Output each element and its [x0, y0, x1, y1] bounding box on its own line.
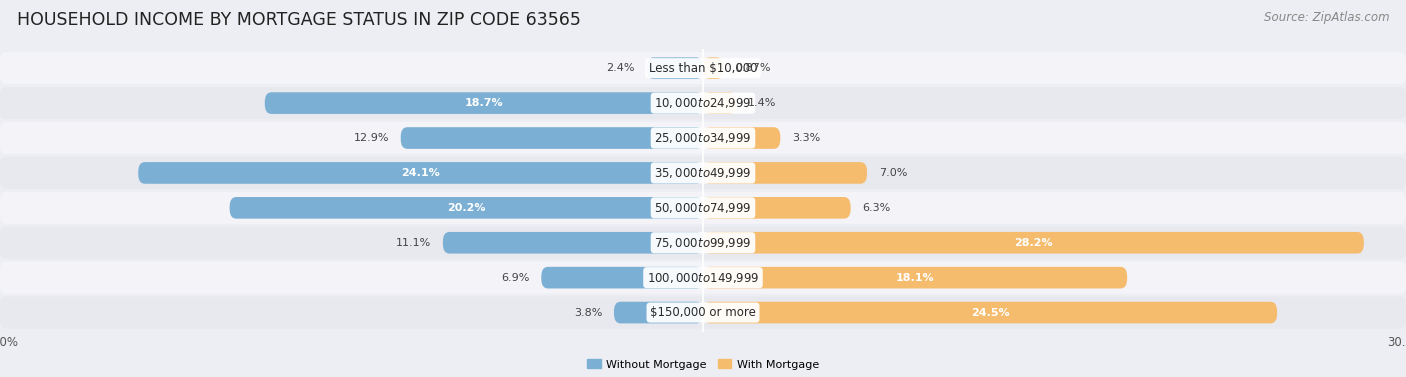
Text: 28.2%: 28.2%: [1014, 238, 1053, 248]
Text: $50,000 to $74,999: $50,000 to $74,999: [654, 201, 752, 215]
Text: Source: ZipAtlas.com: Source: ZipAtlas.com: [1264, 11, 1389, 24]
FancyBboxPatch shape: [0, 122, 1406, 154]
Text: Less than $10,000: Less than $10,000: [648, 62, 758, 75]
FancyBboxPatch shape: [0, 87, 1406, 119]
Text: $25,000 to $34,999: $25,000 to $34,999: [654, 131, 752, 145]
FancyBboxPatch shape: [703, 267, 1128, 288]
Text: $10,000 to $24,999: $10,000 to $24,999: [654, 96, 752, 110]
FancyBboxPatch shape: [703, 302, 1277, 323]
Text: 7.0%: 7.0%: [879, 168, 907, 178]
Text: HOUSEHOLD INCOME BY MORTGAGE STATUS IN ZIP CODE 63565: HOUSEHOLD INCOME BY MORTGAGE STATUS IN Z…: [17, 11, 581, 29]
Legend: Without Mortgage, With Mortgage: Without Mortgage, With Mortgage: [588, 359, 818, 369]
FancyBboxPatch shape: [443, 232, 703, 254]
FancyBboxPatch shape: [0, 296, 1406, 329]
Text: $100,000 to $149,999: $100,000 to $149,999: [647, 271, 759, 285]
FancyBboxPatch shape: [703, 57, 723, 79]
FancyBboxPatch shape: [703, 232, 1364, 254]
FancyBboxPatch shape: [229, 197, 703, 219]
FancyBboxPatch shape: [138, 162, 703, 184]
FancyBboxPatch shape: [401, 127, 703, 149]
FancyBboxPatch shape: [703, 127, 780, 149]
Text: 20.2%: 20.2%: [447, 203, 485, 213]
Text: 11.1%: 11.1%: [396, 238, 432, 248]
Text: 3.3%: 3.3%: [792, 133, 820, 143]
Text: 24.1%: 24.1%: [401, 168, 440, 178]
Text: 18.7%: 18.7%: [464, 98, 503, 108]
Text: $150,000 or more: $150,000 or more: [650, 306, 756, 319]
Text: $75,000 to $99,999: $75,000 to $99,999: [654, 236, 752, 250]
Text: 12.9%: 12.9%: [353, 133, 389, 143]
FancyBboxPatch shape: [703, 162, 868, 184]
FancyBboxPatch shape: [541, 267, 703, 288]
Text: 0.87%: 0.87%: [735, 63, 770, 73]
Text: 3.8%: 3.8%: [574, 308, 602, 317]
FancyBboxPatch shape: [703, 197, 851, 219]
Text: 6.3%: 6.3%: [862, 203, 890, 213]
FancyBboxPatch shape: [703, 92, 735, 114]
FancyBboxPatch shape: [0, 52, 1406, 84]
Text: 24.5%: 24.5%: [970, 308, 1010, 317]
Text: 1.4%: 1.4%: [748, 98, 776, 108]
FancyBboxPatch shape: [0, 262, 1406, 294]
FancyBboxPatch shape: [264, 92, 703, 114]
FancyBboxPatch shape: [0, 157, 1406, 189]
FancyBboxPatch shape: [0, 227, 1406, 259]
Text: 18.1%: 18.1%: [896, 273, 935, 283]
Text: $35,000 to $49,999: $35,000 to $49,999: [654, 166, 752, 180]
FancyBboxPatch shape: [0, 192, 1406, 224]
FancyBboxPatch shape: [647, 57, 703, 79]
Text: 6.9%: 6.9%: [501, 273, 530, 283]
FancyBboxPatch shape: [614, 302, 703, 323]
Text: 2.4%: 2.4%: [606, 63, 636, 73]
